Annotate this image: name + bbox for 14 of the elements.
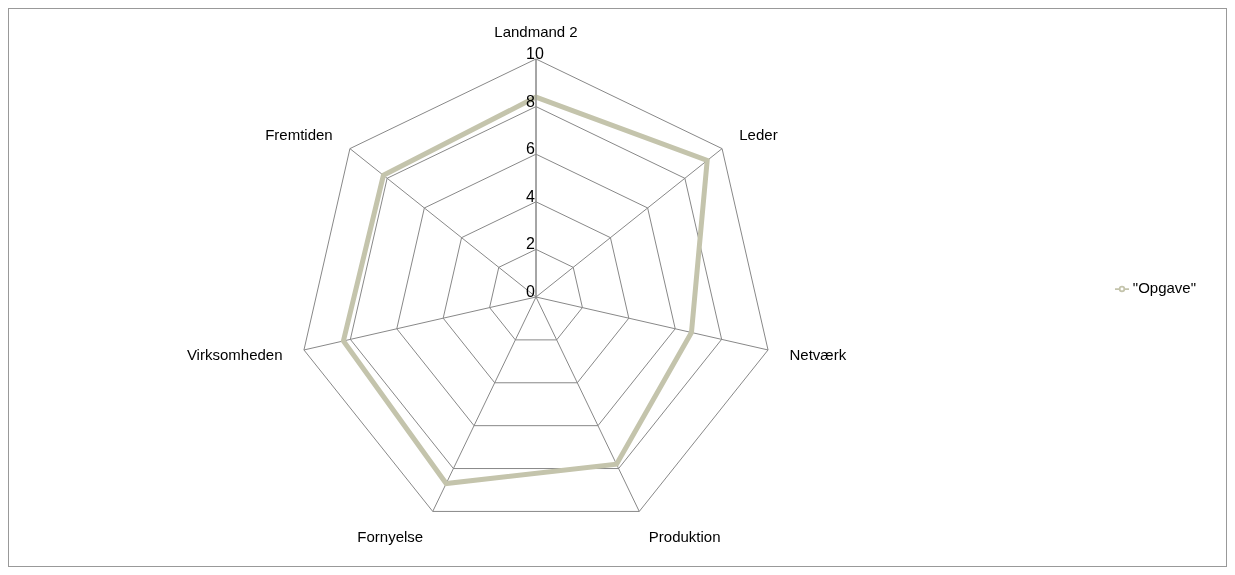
y-tick-label: 2 <box>526 235 535 253</box>
y-tick-label: 8 <box>526 92 535 110</box>
spoke-label: Fremtiden <box>265 126 333 144</box>
spoke-label: Landmand 2 <box>494 23 578 40</box>
spoke-label: Virksomheden <box>186 346 283 364</box>
spoke-label: Netværk <box>789 346 847 364</box>
y-tick-label: 4 <box>526 187 535 205</box>
y-tick-label: 0 <box>526 283 535 300</box>
legend-label: "Opgave" <box>1132 278 1196 296</box>
spoke-label: Leder <box>739 126 778 144</box>
spoke-label: Produktion <box>648 527 721 545</box>
spoke-label: Fornyelse <box>357 527 424 545</box>
y-tick-label: 6 <box>526 140 535 158</box>
y-tick-label: 10 <box>526 45 544 62</box>
